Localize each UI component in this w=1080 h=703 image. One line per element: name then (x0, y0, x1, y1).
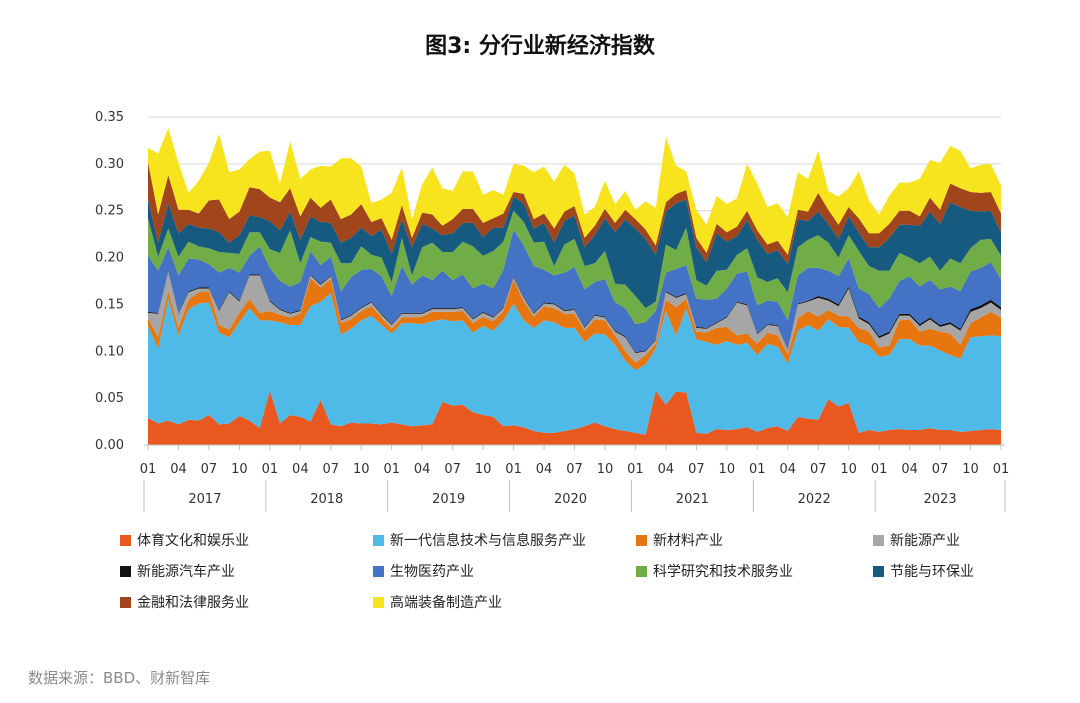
legend-item: 体育文化和娱乐业 (120, 530, 249, 550)
legend-label: 生物医药产业 (390, 564, 474, 580)
x-tick-label: 01 (871, 462, 888, 477)
x-tick-label: 04 (170, 462, 187, 477)
x-tick-label: 07 (323, 462, 340, 477)
year-label: 2020 (554, 492, 587, 507)
x-tick-label: 04 (536, 462, 553, 477)
x-tick-label: 10 (840, 462, 857, 477)
x-tick-label: 10 (475, 462, 492, 477)
legend-swatch (120, 535, 131, 546)
legend-label: 新一代信息技术与信息服务产业 (390, 533, 586, 549)
source-note: 数据来源：BBD、财新智库 (28, 669, 211, 687)
area-series-1 (148, 293, 1001, 435)
x-tick-label: 04 (779, 462, 796, 477)
legend-swatch (873, 535, 884, 546)
stacked-areas (148, 128, 1001, 445)
chart-title: 图3: 分行业新经济指数 (425, 34, 655, 59)
x-tick-label: 04 (292, 462, 309, 477)
y-tick-label: 0.35 (95, 110, 124, 125)
y-tick-label: 0.10 (95, 344, 124, 359)
legend-item: 节能与环保业 (873, 561, 974, 581)
x-tick-label: 07 (444, 462, 461, 477)
y-tick-label: 0.30 (95, 157, 124, 172)
area-series-6 (148, 210, 1001, 325)
legend-swatch (636, 566, 647, 577)
area-series-8 (148, 161, 1001, 265)
legend-label: 新能源汽车产业 (137, 564, 235, 580)
x-tick-label: 10 (719, 462, 736, 477)
x-tick-label: 01 (383, 462, 400, 477)
year-label: 2019 (432, 492, 465, 507)
legend-swatch (873, 566, 884, 577)
x-tick-label: 04 (901, 462, 918, 477)
x-tick-label: 01 (505, 462, 522, 477)
legend-item: 金融和法律服务业 (120, 592, 249, 612)
y-tick-label: 0.20 (95, 251, 124, 266)
y-axis-ticks: 0.00 0.05 0.10 0.15 0.20 0.25 0.30 0.35 (95, 110, 124, 453)
legend-label: 高端装备制造产业 (390, 595, 502, 611)
y-tick-label: 0.15 (95, 297, 124, 312)
year-label: 2018 (310, 492, 343, 507)
y-tick-label: 0.25 (95, 204, 124, 219)
x-tick-label: 10 (597, 462, 614, 477)
area-series-7 (148, 196, 1001, 309)
year-label: 2023 (924, 492, 957, 507)
legend-item: 科学研究和技术服务业 (636, 561, 793, 581)
year-label: 2017 (188, 492, 221, 507)
x-tick-label: 01 (993, 462, 1010, 477)
legend-swatch (373, 566, 384, 577)
y-tick-label: 0.00 (95, 438, 124, 453)
x-tick-label: 10 (231, 462, 248, 477)
x-tick-label: 01 (749, 462, 766, 477)
x-tick-label: 04 (414, 462, 431, 477)
legend-label: 节能与环保业 (890, 564, 974, 580)
legend-label: 新能源产业 (890, 533, 960, 549)
legend-label: 金融和法律服务业 (137, 595, 249, 611)
x-tick-label: 07 (688, 462, 705, 477)
legend-label: 体育文化和娱乐业 (137, 533, 249, 549)
legend-label: 科学研究和技术服务业 (653, 564, 793, 580)
x-axis: 01 04 07 10 01 04 07 10 01 04 07 10 01 04 07 10 01 04 07 10… (140, 444, 1010, 512)
x-tick-label: 01 (262, 462, 279, 477)
legend-item: 新一代信息技术与信息服务产业 (373, 530, 586, 550)
year-label: 2022 (798, 492, 831, 507)
x-tick-label: 04 (658, 462, 675, 477)
chart-plot: 0.00 0.05 0.10 0.15 0.20 0.25 0.30 0.35 01 04 07 1… (95, 110, 1010, 512)
legend-swatch (636, 535, 647, 546)
x-tick-label: 07 (810, 462, 827, 477)
x-tick-label: 07 (566, 462, 583, 477)
legend-item: 生物医药产业 (373, 561, 474, 581)
area-series-2 (148, 278, 1001, 371)
x-tick-label: 07 (932, 462, 949, 477)
legend-swatch (373, 597, 384, 608)
area-series-5 (148, 229, 1001, 353)
year-label: 2021 (676, 492, 709, 507)
x-tick-label: 01 (140, 462, 157, 477)
legend-item: 新材料产业 (636, 530, 723, 550)
legend-label: 新材料产业 (653, 533, 723, 549)
legend-swatch (373, 535, 384, 546)
x-tick-label: 07 (201, 462, 218, 477)
legend-swatch (120, 597, 131, 608)
area-series-9 (148, 128, 1001, 255)
legend-item: 高端装备制造产业 (373, 592, 502, 612)
y-tick-label: 0.05 (95, 391, 124, 406)
area-series-0 (148, 390, 1001, 445)
x-tick-label: 10 (353, 462, 370, 477)
x-tick-label: 01 (627, 462, 644, 477)
x-tick-label: 10 (962, 462, 979, 477)
legend-swatch (120, 566, 131, 577)
legend-item: 新能源汽车产业 (120, 561, 235, 581)
legend-item: 新能源产业 (873, 530, 960, 550)
